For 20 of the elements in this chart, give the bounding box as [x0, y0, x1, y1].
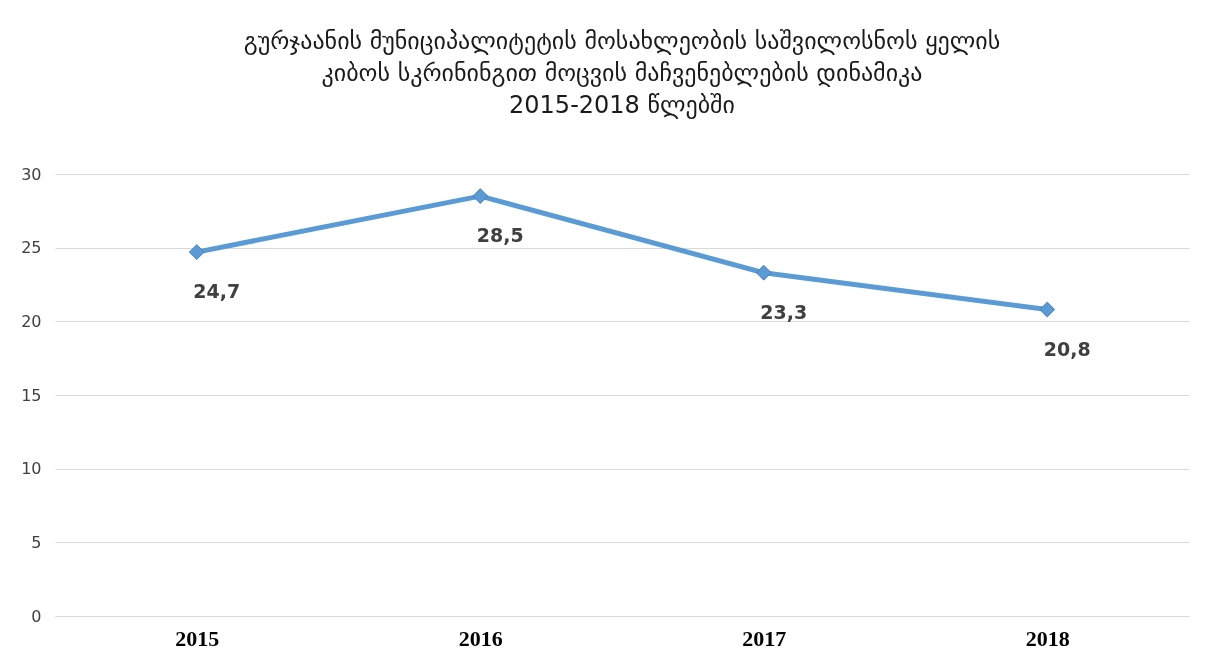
chart-title: გურჯაანის მუნიციპალიტეტის მოსახლეობის საშვილოსნოს ყელის კიბოს სკრინინგით მოცვის მაჩვენებლების დინამიკა 2015-2018 წლებში [243, 27, 1001, 119]
y-tick-label: 5 [31, 532, 42, 552]
x-tick-label: 2017 [742, 625, 787, 651]
x-tick-label: 2015 [175, 625, 220, 651]
x-tick-label: 2018 [1025, 625, 1070, 651]
y-tick-label: 30 [21, 164, 42, 184]
point [472, 188, 489, 205]
y-tick-label: 0 [31, 606, 42, 626]
point [1039, 301, 1056, 318]
data-label: 24,7 [193, 280, 241, 303]
point [755, 264, 772, 281]
data-label: 28,5 [476, 224, 524, 247]
x-tick-label: 2016 [458, 625, 503, 651]
y-tick-label: 15 [21, 385, 42, 405]
data-label: 20,8 [1043, 337, 1091, 360]
y-tick-label: 25 [21, 238, 42, 258]
y-tick-label: 20 [21, 311, 42, 331]
point [188, 244, 205, 260]
y-tick-label: 10 [21, 459, 42, 479]
data-label: 23,3 [760, 300, 808, 323]
